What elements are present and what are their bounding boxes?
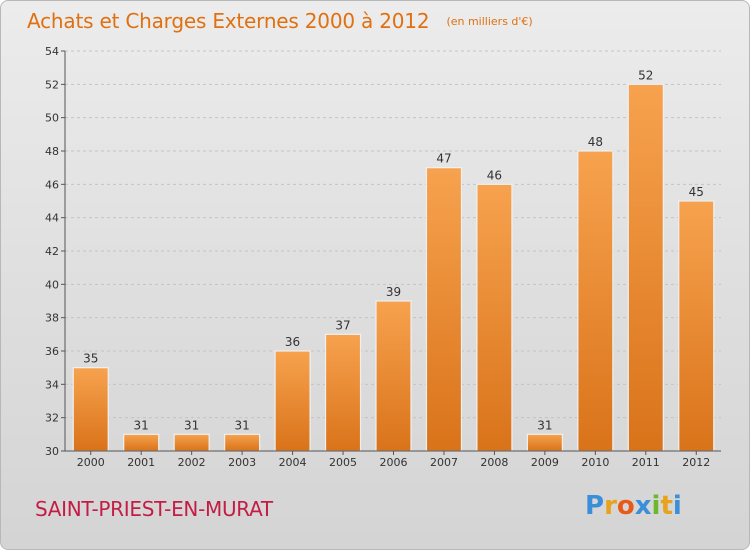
x-tick-label: 2002 <box>178 456 206 469</box>
y-tick-label: 30 <box>45 445 59 458</box>
data-label: 31 <box>134 418 149 432</box>
bar <box>375 300 412 452</box>
bar <box>476 183 513 452</box>
x-tick-label: 2007 <box>430 456 458 469</box>
x-tick-label: 2012 <box>682 456 710 469</box>
bar <box>224 433 261 452</box>
proxiti-logo: Proxiti <box>585 491 682 521</box>
logo-letter: i <box>672 491 682 521</box>
x-tick-label: 2008 <box>480 456 508 469</box>
bar <box>678 200 715 452</box>
logo-letter: P <box>585 491 605 521</box>
chart-unit: (en milliers d'€) <box>446 15 533 28</box>
logo-letter: x <box>634 491 652 521</box>
data-label: 36 <box>285 335 300 349</box>
bar <box>72 367 109 452</box>
data-label: 46 <box>487 168 502 182</box>
logo-letter: o <box>616 491 635 521</box>
data-label: 39 <box>386 285 401 299</box>
x-tick-label: 2011 <box>632 456 660 469</box>
y-tick-label: 42 <box>45 245 59 258</box>
data-label: 52 <box>638 68 653 82</box>
x-tick-label: 2003 <box>228 456 256 469</box>
bar <box>577 150 614 452</box>
labels: 35 31 31 31 36 37 39 47 46 31 48 52 45 <box>83 68 704 432</box>
logo-letter: t <box>660 491 673 521</box>
x-tick-label: 2004 <box>279 456 307 469</box>
data-label: 47 <box>436 152 451 166</box>
bar <box>123 433 160 452</box>
bar <box>526 433 563 452</box>
data-label: 37 <box>335 318 350 332</box>
commune-name: SAINT-PRIEST-EN-MURAT <box>35 497 273 521</box>
chart-title-text: Achats et Charges Externes 2000 à 2012 <box>27 9 430 33</box>
y-tick-label: 34 <box>45 378 59 391</box>
data-label: 31 <box>537 418 552 432</box>
logo-letter: i <box>651 491 661 521</box>
bars <box>72 83 715 452</box>
y-tick-label: 32 <box>45 412 59 425</box>
data-label: 31 <box>184 418 199 432</box>
bar <box>274 350 311 452</box>
x-tick-label: 2010 <box>581 456 609 469</box>
data-label: 35 <box>83 352 98 366</box>
bar <box>627 83 664 452</box>
y-tick-label: 44 <box>45 212 59 225</box>
bar <box>173 433 210 452</box>
y-tick-label: 50 <box>45 112 59 125</box>
y-tick-label: 36 <box>45 345 59 358</box>
x-tick-label: 2005 <box>329 456 357 469</box>
y-tick-label: 52 <box>45 78 59 91</box>
y-tick-label: 54 <box>45 45 59 58</box>
y-tick-label: 40 <box>45 278 59 291</box>
axes: 30 32 34 36 38 40 42 44 46 48 50 52 54 2000 2001 2002 20… <box>45 45 721 469</box>
data-label: 31 <box>234 418 249 432</box>
x-tick-label: 2006 <box>380 456 408 469</box>
data-label: 45 <box>689 185 704 199</box>
bar <box>324 333 362 452</box>
y-tick-label: 46 <box>45 178 59 191</box>
y-tick-label: 48 <box>45 145 59 158</box>
y-tick-label: 38 <box>45 312 59 325</box>
x-tick-label: 2001 <box>127 456 155 469</box>
bar <box>425 167 463 452</box>
chart-title: Achats et Charges Externes 2000 à 2012 (… <box>27 9 533 33</box>
data-label: 48 <box>588 135 603 149</box>
logo-letter: r <box>604 491 617 521</box>
x-tick-label: 2000 <box>77 456 105 469</box>
x-tick-label: 2009 <box>531 456 559 469</box>
